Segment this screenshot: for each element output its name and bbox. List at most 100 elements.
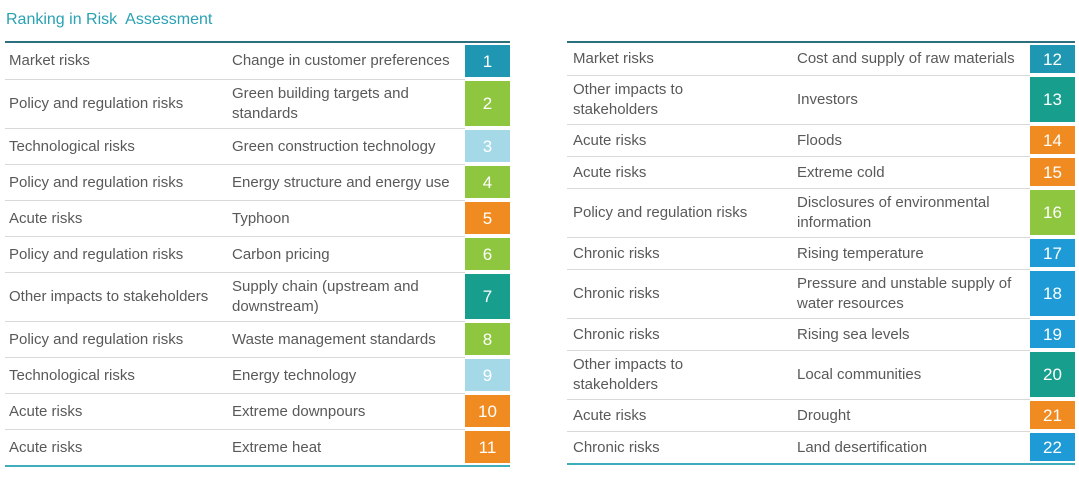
rank-badge: 8: [465, 323, 510, 355]
risk-category-cell: Other impacts to stakeholders: [573, 81, 684, 118]
table-row: Acute risks Extreme heat 11: [5, 429, 510, 465]
risk-category-cell: Policy and regulation risks: [9, 245, 184, 263]
risk-category-cell: Other impacts to stakeholders: [9, 288, 209, 305]
risk-category-cell: Acute risks: [9, 209, 83, 227]
rank-badge: 20: [1030, 352, 1075, 397]
table-row: Technological risks Energy technology 9: [5, 357, 510, 393]
row-text-cells: Chronic risks Land desertification: [567, 431, 1030, 463]
risk-category-cell: Acute risks: [573, 131, 647, 149]
rank-badge-cell: 6: [465, 236, 510, 272]
row-text-cells: Policy and regulation risks Carbon pricin…: [5, 236, 465, 272]
rank-badge: 3: [465, 130, 510, 162]
rank-badge-cell: 19: [1030, 318, 1075, 350]
risk-name-cell: Disclosures of environmental information: [797, 194, 990, 231]
risk-category-cell: Chronic risks: [573, 285, 660, 302]
rank-badge-cell: 4: [465, 164, 510, 200]
row-text-cells: Market risks Cost and supply of raw mater…: [567, 43, 1030, 75]
row-text-cells: Other impacts to stakeholders Investors: [567, 75, 1030, 124]
risk-category-cell: Market risks: [573, 50, 654, 67]
rank-badge: 12: [1030, 45, 1075, 73]
table-row: Chronic risks Rising sea levels 19: [567, 318, 1075, 350]
row-text-cells: Policy and regulation risks Green buildin…: [5, 79, 465, 128]
row-text-cells: Acute risks Drought: [567, 399, 1030, 431]
risk-category-cell: Policy and regulation risks: [9, 330, 184, 348]
rank-badge-cell: 13: [1030, 75, 1075, 124]
row-text-cells: Acute risks Floods: [567, 124, 1030, 156]
rank-badge-cell: 11: [465, 429, 510, 465]
rank-badge-cell: 3: [465, 128, 510, 164]
risk-category-cell: Policy and regulation risks: [9, 95, 184, 112]
risk-category-cell: Other impacts to stakeholders: [573, 356, 684, 393]
risk-category-cell: Chronic risks: [573, 438, 660, 456]
risk-category-cell: Acute risks: [573, 406, 647, 424]
row-text-cells: Chronic risks Pressure and unstable suppl…: [567, 269, 1030, 318]
risk-category-cell: Chronic risks: [573, 325, 660, 343]
rank-badge-cell: 5: [465, 200, 510, 236]
table-row: Policy and regulation risks Energy struct…: [5, 164, 510, 200]
page-title: Ranking in Risk Assessment: [6, 11, 213, 28]
rank-badge-cell: 8: [465, 321, 510, 357]
row-text-cells: Other impacts to stakeholders Local commu…: [567, 350, 1030, 399]
table-row: Policy and regulation risks Waste managem…: [5, 321, 510, 357]
risk-table-right: Market risks Cost and supply of raw mater…: [567, 41, 1075, 465]
rank-badge: 7: [465, 274, 510, 319]
rank-badge-cell: 20: [1030, 350, 1075, 399]
rank-badge: 13: [1030, 77, 1075, 122]
table-row: Acute risks Extreme cold 15: [567, 156, 1075, 188]
risk-category-cell: Policy and regulation risks: [9, 173, 184, 191]
risk-name-cell: Floods: [797, 131, 843, 149]
risk-name-cell: Supply chain (upstream and downstream): [232, 278, 419, 315]
row-text-cells: Policy and regulation risks Energy struct…: [5, 164, 465, 200]
risk-name-cell: Pressure and unstable supply of water re…: [797, 275, 1012, 312]
risk-category-cell: Acute risks: [9, 438, 83, 456]
risk-name-cell: Extreme downpours: [232, 402, 366, 420]
table-row: Acute risks Drought 21: [567, 399, 1075, 431]
rank-badge: 6: [465, 238, 510, 270]
row-text-cells: Chronic risks Rising sea levels: [567, 318, 1030, 350]
table-row: Policy and regulation risks Carbon pricin…: [5, 236, 510, 272]
table-row: Market risks Cost and supply of raw mater…: [567, 43, 1075, 75]
row-text-cells: Acute risks Extreme downpours: [5, 393, 465, 429]
risk-name-cell: Energy structure and energy use: [232, 173, 450, 191]
row-text-cells: Technological risks Green construction te…: [5, 128, 465, 164]
row-text-cells: Policy and regulation risks Waste managem…: [5, 321, 465, 357]
ranking-tables-container: Market risks Change in customer preferenc…: [5, 41, 1079, 467]
rank-badge: 15: [1030, 158, 1075, 186]
rank-badge-cell: 18: [1030, 269, 1075, 318]
rank-badge: 11: [465, 431, 510, 463]
row-text-cells: Acute risks Extreme heat: [5, 429, 465, 465]
rank-badge: 10: [465, 395, 510, 427]
row-text-cells: Market risks Change in customer preferenc…: [5, 43, 465, 79]
risk-category-cell: Chronic risks: [573, 244, 660, 262]
risk-name-cell: Typhoon: [232, 209, 290, 227]
row-text-cells: Acute risks Extreme cold: [567, 156, 1030, 188]
risk-name-cell: Green construction technology: [232, 137, 436, 155]
table-row: Chronic risks Rising temperature 17: [567, 237, 1075, 269]
table-row: Technological risks Green construction te…: [5, 128, 510, 164]
rank-badge: 22: [1030, 433, 1075, 461]
table-row: Other impacts to stakeholders Supply chai…: [5, 272, 510, 321]
rank-badge: 16: [1030, 190, 1075, 235]
risk-name-cell: Rising sea levels: [797, 325, 910, 343]
rank-badge-cell: 7: [465, 272, 510, 321]
table-row: Market risks Change in customer preferenc…: [5, 43, 510, 79]
rank-badge: 2: [465, 81, 510, 126]
risk-name-cell: Extreme cold: [797, 163, 885, 181]
rank-badge-cell: 16: [1030, 188, 1075, 237]
risk-name-cell: Extreme heat: [232, 438, 322, 456]
risk-name-cell: Investors: [797, 91, 858, 108]
row-text-cells: Acute risks Typhoon: [5, 200, 465, 236]
row-text-cells: Technological risks Energy technology: [5, 357, 465, 393]
rank-badge-cell: 22: [1030, 431, 1075, 463]
row-text-cells: Other impacts to stakeholders Supply chai…: [5, 272, 465, 321]
rank-badge-cell: 9: [465, 357, 510, 393]
row-text-cells: Policy and regulation risks Disclosures o…: [567, 188, 1030, 237]
rank-badge-cell: 21: [1030, 399, 1075, 431]
rank-badge: 17: [1030, 239, 1075, 267]
table-row: Chronic risks Pressure and unstable suppl…: [567, 269, 1075, 318]
rank-badge: 18: [1030, 271, 1075, 316]
table-row: Policy and regulation risks Disclosures o…: [567, 188, 1075, 237]
table-row: Policy and regulation risks Green buildin…: [5, 79, 510, 128]
risk-name-cell: Energy technology: [232, 366, 357, 384]
risk-category-cell: Technological risks: [9, 137, 135, 155]
